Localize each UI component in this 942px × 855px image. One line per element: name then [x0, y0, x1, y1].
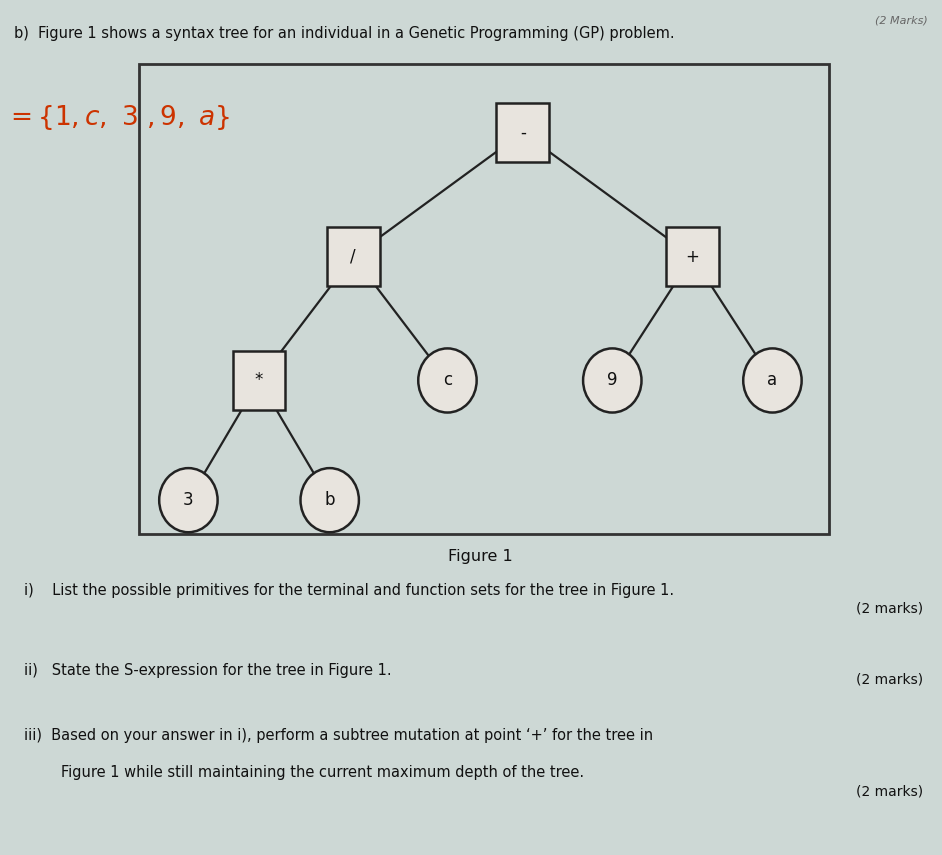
Text: (2 marks): (2 marks) — [856, 785, 923, 799]
Text: $= \{1, c,\ 3\ , 9,\ a\}$: $= \{1, c,\ 3\ , 9,\ a\}$ — [5, 103, 230, 132]
FancyBboxPatch shape — [496, 103, 549, 162]
Text: ii)   State the S-expression for the tree in Figure 1.: ii) State the S-expression for the tree … — [24, 663, 391, 678]
Text: Figure 1 while still maintaining the current maximum depth of the tree.: Figure 1 while still maintaining the cur… — [61, 765, 584, 781]
Ellipse shape — [583, 349, 642, 412]
FancyBboxPatch shape — [139, 64, 829, 534]
Text: +: + — [686, 247, 699, 266]
Ellipse shape — [300, 469, 359, 532]
Ellipse shape — [159, 469, 218, 532]
Text: 9: 9 — [607, 371, 618, 390]
Text: i)    List the possible primitives for the terminal and function sets for the tr: i) List the possible primitives for the … — [24, 583, 674, 598]
Text: 3: 3 — [183, 491, 194, 510]
Text: a: a — [768, 371, 777, 390]
Text: Figure 1: Figure 1 — [448, 549, 512, 564]
Text: -: - — [520, 123, 526, 142]
Text: (2 marks): (2 marks) — [856, 602, 923, 616]
Text: /: / — [350, 247, 356, 266]
Text: (2 marks): (2 marks) — [856, 673, 923, 687]
Text: *: * — [255, 371, 263, 390]
FancyBboxPatch shape — [233, 351, 285, 410]
Ellipse shape — [743, 349, 802, 412]
FancyBboxPatch shape — [327, 227, 380, 286]
Text: c: c — [443, 371, 452, 390]
Text: (2 Marks): (2 Marks) — [875, 15, 928, 26]
Text: iii)  Based on your answer in i), perform a subtree mutation at point ‘+’ for th: iii) Based on your answer in i), perform… — [24, 728, 653, 744]
Ellipse shape — [418, 349, 477, 412]
Text: b: b — [324, 491, 335, 510]
Text: b)  Figure 1 shows a syntax tree for an individual in a Genetic Programming (GP): b) Figure 1 shows a syntax tree for an i… — [14, 26, 674, 41]
FancyBboxPatch shape — [666, 227, 719, 286]
